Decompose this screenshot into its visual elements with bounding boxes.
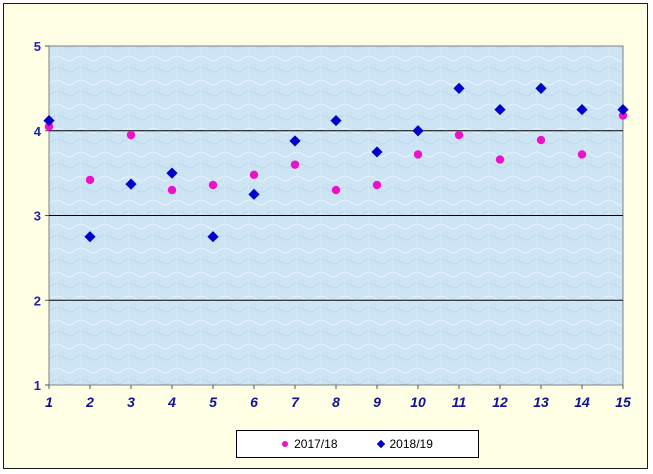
point-series-1 <box>331 185 341 195</box>
x-axis: 1 2 3 4 5 6 7 8 9 10 11 12 13 14 15 <box>45 385 631 410</box>
point-series-2 <box>289 135 301 147</box>
x-tick-label: 12 <box>492 394 508 410</box>
point-series-1 <box>85 175 95 185</box>
x-tick-label: 13 <box>533 394 549 410</box>
point-series-1 <box>618 111 628 120</box>
legend-label-series-1: 2017/18 <box>294 437 338 451</box>
x-tick-label: 11 <box>452 394 467 410</box>
point-series-2 <box>84 231 96 243</box>
y-tick-label: 2 <box>34 293 41 308</box>
point-series-1 <box>454 130 464 140</box>
point-series-2 <box>330 114 342 127</box>
point-series-1 <box>208 180 218 190</box>
point-series-1 <box>249 170 259 180</box>
legend: 2017/18 2018/19 <box>236 430 479 458</box>
point-series-1 <box>413 150 423 159</box>
point-series-1 <box>495 155 505 164</box>
point-series-2 <box>207 231 219 243</box>
legend-entry-series-2: 2018/19 <box>376 437 433 451</box>
y-axis: 1 2 3 4 5 <box>34 39 49 393</box>
x-tick-label: 2 <box>85 394 94 410</box>
legend-label-series-2: 2018/19 <box>389 437 433 451</box>
circle-marker-icon <box>282 441 289 447</box>
point-series-1 <box>536 135 546 145</box>
x-tick-label: 5 <box>209 394 217 410</box>
point-series-2 <box>494 103 506 116</box>
point-series-1 <box>126 130 136 140</box>
gridlines <box>49 130 623 301</box>
point-series-2 <box>248 188 260 200</box>
diamond-marker-icon <box>376 439 385 449</box>
x-tick-label: 9 <box>373 394 381 410</box>
point-series-1 <box>372 180 382 190</box>
data-points <box>43 82 629 243</box>
x-tick-label: 1 <box>45 394 53 410</box>
point-series-2 <box>371 146 383 158</box>
x-tick-label: 14 <box>574 394 590 410</box>
point-series-2 <box>576 103 588 116</box>
y-tick-label: 3 <box>34 209 41 224</box>
point-series-2 <box>412 125 424 137</box>
y-tick-label: 1 <box>34 378 41 393</box>
point-series-2 <box>617 103 629 116</box>
point-series-1 <box>577 150 587 159</box>
x-tick-label: 4 <box>167 394 176 410</box>
legend-entry-series-1: 2017/18 <box>282 437 338 451</box>
point-series-2 <box>453 82 465 94</box>
point-series-1 <box>167 185 177 195</box>
point-series-2 <box>43 114 55 127</box>
x-tick-label: 15 <box>615 394 631 410</box>
x-tick-label: 7 <box>291 394 300 410</box>
x-tick-label: 10 <box>410 394 426 410</box>
y-tick-label: 4 <box>34 124 42 139</box>
point-series-2 <box>535 82 547 94</box>
point-series-1 <box>290 160 300 169</box>
point-series-1 <box>44 122 54 131</box>
x-tick-label: 3 <box>127 394 135 410</box>
x-tick-label: 6 <box>250 394 258 410</box>
y-tick-label: 5 <box>34 39 41 54</box>
x-tick-label: 8 <box>332 394 340 410</box>
point-series-2 <box>166 167 178 179</box>
